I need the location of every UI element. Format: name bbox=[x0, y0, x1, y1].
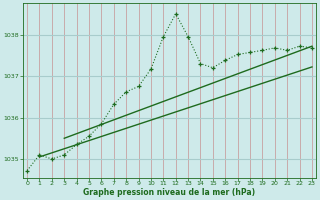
X-axis label: Graphe pression niveau de la mer (hPa): Graphe pression niveau de la mer (hPa) bbox=[84, 188, 256, 197]
